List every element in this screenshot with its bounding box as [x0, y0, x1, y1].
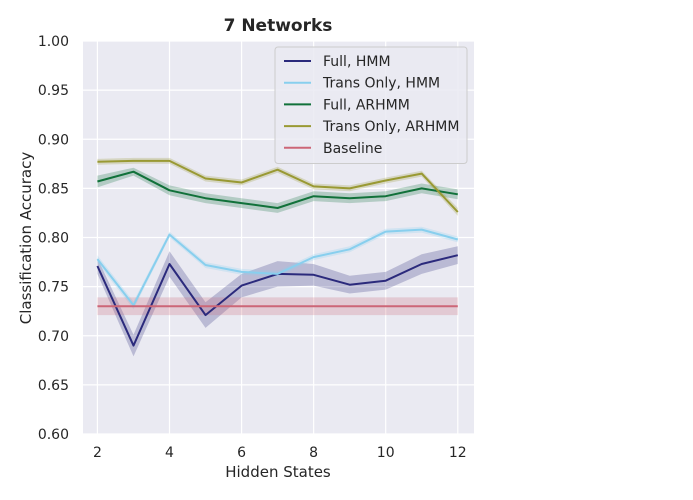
y-tick-label: 0.65: [38, 378, 69, 394]
series-line: [97, 159, 459, 213]
y-tick-label: 0.95: [38, 83, 69, 99]
y-axis-label: Classification Accuracy: [17, 152, 35, 325]
x-tick-label: 8: [309, 445, 318, 461]
y-tick-label: 0.60: [38, 427, 69, 443]
legend-label: Full, ARHMM: [323, 97, 410, 113]
x-tick-label: 2: [93, 445, 102, 461]
legend-label: Baseline: [323, 141, 382, 157]
series-line: [96, 228, 459, 307]
x-axis-label: Hidden States: [225, 463, 331, 481]
x-tick-label: 10: [377, 445, 395, 461]
ci-band: [97, 167, 458, 213]
legend-box: [274, 46, 468, 164]
y-tick-label: 1.00: [38, 34, 69, 50]
series-lines: [96, 159, 459, 347]
ci-band: [97, 226, 458, 310]
y-tick-label: 0.90: [38, 132, 69, 148]
y-tick-label: 0.80: [38, 231, 69, 247]
x-tick-labels: 2 4 6 8 10 12: [93, 445, 467, 461]
x-tick-label: 12: [449, 445, 467, 461]
series-line: [97, 170, 458, 209]
y-tick-label: 0.70: [38, 329, 69, 345]
y-tick-label: 0.75: [38, 280, 69, 296]
y-tick-labels: 0.60 0.65 0.70 0.75 0.80 0.85 0.90 0.95 1.00: [38, 34, 69, 443]
legend: Full, HMM Trans Only, HMM Full, ARHMM Trans…: [274, 46, 468, 164]
legend-label: Trans Only, ARHMM: [322, 119, 459, 135]
x-tick-label: 4: [165, 445, 174, 461]
y-tick-label: 0.85: [38, 181, 69, 197]
ci-band: [97, 157, 458, 216]
chart-title: 7 Networks: [224, 16, 333, 36]
legend-label: Trans Only, HMM: [322, 76, 440, 92]
x-tick-label: 6: [237, 445, 246, 461]
legend-label: Full, HMM: [323, 54, 391, 70]
